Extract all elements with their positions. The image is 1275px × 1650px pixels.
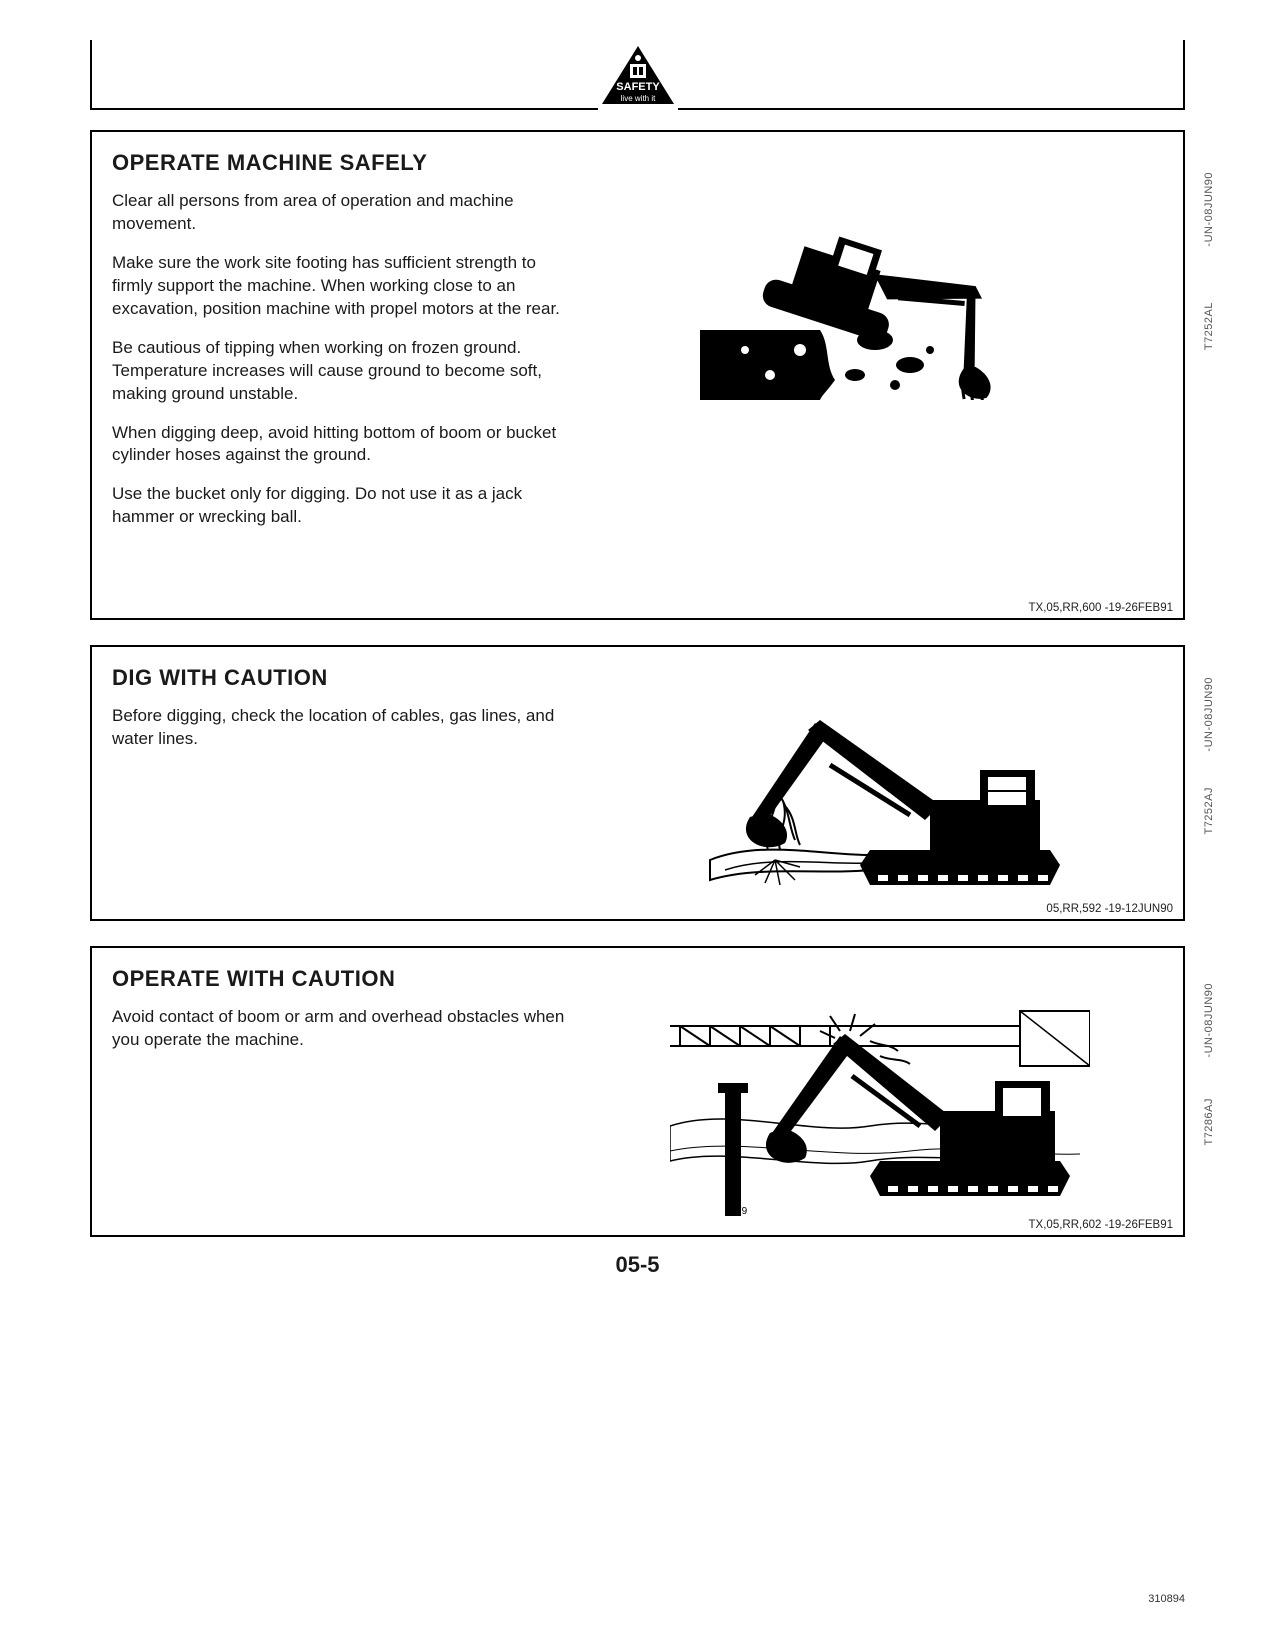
- section-text: Before digging, check the location of ca…: [112, 705, 567, 905]
- svg-text:T79: T79: [730, 1206, 748, 1217]
- badge-text-bottom: live with it: [620, 94, 655, 103]
- section-heading: OPERATE WITH CAUTION: [112, 966, 1163, 992]
- page-number: 05-5: [90, 1252, 1185, 1278]
- section-text: Avoid contact of boom or arm and overhea…: [112, 1006, 567, 1221]
- footer-code: 05,RR,592 -19-12JUN90: [1046, 903, 1173, 915]
- section-operate-caution: OPERATE WITH CAUTION Avoid contact of bo…: [90, 946, 1185, 1237]
- illustration-tipping-excavator-icon: [597, 190, 1163, 545]
- paragraph: Be cautious of tipping when working on f…: [112, 337, 567, 406]
- paragraph: Clear all persons from area of operation…: [112, 190, 567, 236]
- paragraph: Avoid contact of boom or arm and overhea…: [112, 1006, 567, 1052]
- side-ref: -UN-08JUN90: [1203, 677, 1215, 752]
- doc-number: 310894: [1148, 1593, 1185, 1605]
- header-rule: SAFETY live with it: [90, 40, 1185, 110]
- side-ref: T7252AJ: [1203, 787, 1215, 835]
- illustration-overhead-hazard-icon: T79: [597, 1006, 1163, 1221]
- manual-page: SAFETY live with it OPERATE MACHINE SAFE…: [0, 0, 1275, 1338]
- section-heading: DIG WITH CAUTION: [112, 665, 1163, 691]
- section-text: Clear all persons from area of operation…: [112, 190, 567, 545]
- section-dig-caution: DIG WITH CAUTION Before digging, check t…: [90, 645, 1185, 921]
- footer-code: TX,05,RR,602 -19-26FEB91: [1029, 1219, 1173, 1231]
- paragraph: Make sure the work site footing has suff…: [112, 252, 567, 321]
- paragraph: Use the bucket only for digging. Do not …: [112, 483, 567, 529]
- paragraph: When digging deep, avoid hitting bottom …: [112, 422, 567, 468]
- side-ref: T7286AJ: [1203, 1098, 1215, 1146]
- side-ref: -UN-08JUN90: [1203, 983, 1215, 1058]
- paragraph: Before digging, check the location of ca…: [112, 705, 567, 751]
- safety-badge-icon: SAFETY live with it: [598, 44, 678, 110]
- section-operate-safely: OPERATE MACHINE SAFELY Clear all persons…: [90, 130, 1185, 620]
- section-heading: OPERATE MACHINE SAFELY: [112, 150, 1163, 176]
- footer-code: TX,05,RR,600 -19-26FEB91: [1029, 602, 1173, 614]
- illustration-dig-hazard-icon: [597, 705, 1163, 905]
- side-ref: T7252AL: [1203, 302, 1215, 350]
- badge-text-top: SAFETY: [616, 81, 660, 93]
- side-ref: -UN-08JUN90: [1203, 172, 1215, 247]
